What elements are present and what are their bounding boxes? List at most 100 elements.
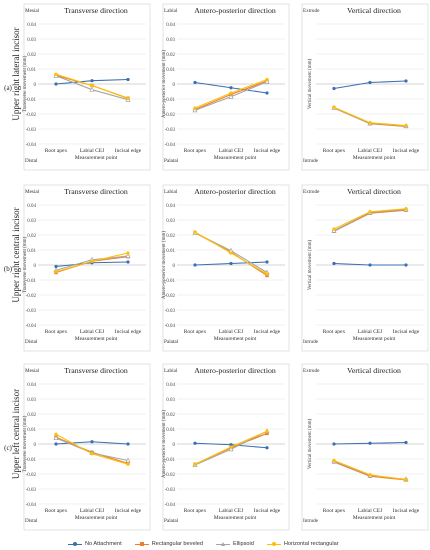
- direction-top-label: Labial: [164, 189, 178, 195]
- series-no-attachment: [193, 260, 269, 267]
- chart-title: Transverse direction: [64, 366, 128, 375]
- y-tick-label: -0.03: [165, 128, 176, 133]
- data-point-horizontal-rectangular: [126, 96, 130, 101]
- direction-bottom-label: Distal: [25, 518, 38, 524]
- tooth-label: Upper left central incisor: [11, 389, 21, 479]
- series-no-attachment: [332, 79, 408, 91]
- data-point-horizontal-rectangular: [90, 259, 94, 263]
- data-point-no-attachment: [54, 264, 58, 269]
- y-tick-label: -0.01: [165, 98, 176, 103]
- data-point-horizontal-rectangular: [90, 83, 94, 88]
- series-horizontal-rectangular: [193, 230, 269, 276]
- y-tick-label: 0.04: [166, 204, 175, 209]
- data-point-no-attachment: [368, 441, 372, 445]
- x-tick-label: Labial CEJ: [358, 329, 383, 335]
- series-no-attachment: [54, 77, 130, 86]
- y-tick-label: -0.04: [165, 324, 176, 329]
- direction-bottom-label: Palatal: [164, 158, 179, 164]
- y-tick-label: -0.04: [165, 503, 176, 508]
- y-tick-label: 0: [173, 443, 176, 448]
- chart-panel-1: 0.04 0.03 0.02 0.01 0 -0.01 -0.02 -0.03 -0.04 Tra…: [23, 3, 151, 171]
- x-tick-label: Root apex: [184, 508, 207, 514]
- y-axis-label: Antero-posterior movement (mm): [162, 410, 167, 478]
- y-tick-label: 0: [173, 83, 176, 88]
- chart-title: Antero-posterior direction: [194, 187, 276, 196]
- y-tick-label: -0.02: [26, 113, 37, 118]
- row-group-3: (c) Upper left central incisor: [4, 389, 21, 479]
- legend-item-rectangular-beveled: Rectangular beveled: [134, 541, 203, 547]
- x-tick-label: Root apex: [323, 508, 346, 514]
- data-point-ellipsoid: [228, 93, 234, 99]
- tooth-label: Upper right central incisor: [11, 207, 21, 302]
- y-tick-label: -0.02: [165, 294, 176, 299]
- data-point-no-attachment: [332, 86, 336, 91]
- y-tick-label: 0.02: [166, 234, 175, 239]
- y-tick-label: 0.03: [166, 38, 175, 43]
- data-point-ellipsoid: [125, 253, 131, 258]
- y-tick-label: -0.01: [165, 279, 176, 284]
- series-horizontal-rectangular: [332, 458, 408, 482]
- y-tick-label: 0.04: [27, 204, 36, 209]
- y-tick-label: 0.03: [166, 398, 175, 403]
- data-point-horizontal-rectangular: [404, 478, 408, 482]
- direction-top-label: Labial: [164, 8, 178, 14]
- x-tick-label: Incisal edge: [254, 148, 281, 154]
- x-axis-label: Measurement point: [75, 336, 118, 342]
- direction-bottom-label: Distal: [25, 158, 38, 164]
- y-tick-label: 0: [34, 443, 37, 448]
- data-point-no-attachment: [265, 260, 269, 264]
- legend: No Attachment Rectangular beveled Ellips…: [68, 538, 430, 550]
- series-horizontal-rectangular: [54, 251, 130, 274]
- y-tick-label: 0.02: [166, 413, 175, 418]
- y-tick-label: -0.01: [26, 279, 37, 284]
- data-point-horizontal-rectangular: [368, 210, 372, 214]
- chart-panel-6: Vertical direction Extrude Intrude Vertical…: [301, 184, 429, 352]
- chart-panel-9: Vertical direction Extrude Intrude Vertical…: [301, 363, 429, 531]
- series-horizontal-rectangular: [332, 105, 408, 128]
- series-no-attachment: [193, 441, 269, 450]
- data-point-horizontal-rectangular: [265, 77, 269, 82]
- x-tick-label: Labial CEJ: [358, 148, 383, 154]
- y-tick-label: 0.02: [27, 413, 36, 418]
- x-axis-label: Measurement point: [353, 336, 396, 342]
- y-tick-label: 0.02: [27, 53, 36, 58]
- y-axis-label: Vertical movement (mm): [308, 419, 313, 470]
- data-point-horizontal-rectangular: [265, 272, 269, 276]
- data-point-horizontal-rectangular: [229, 445, 233, 449]
- y-tick-label: -0.04: [26, 503, 37, 508]
- data-point-no-attachment: [126, 260, 130, 264]
- data-point-no-attachment: [229, 86, 233, 90]
- chart-panel-8: 0.04 0.03 0.02 0.01 0 -0.01 -0.02 -0.03 -0.04 Ant…: [162, 363, 290, 531]
- panel-frame: [301, 3, 429, 171]
- y-tick-label: 0.01: [166, 68, 175, 73]
- data-point-horizontal-rectangular: [193, 230, 197, 234]
- data-point-no-attachment: [404, 440, 408, 445]
- x-axis-label: Measurement point: [214, 155, 257, 161]
- data-point-horizontal-rectangular: [126, 251, 130, 255]
- data-point-no-attachment: [404, 79, 408, 83]
- chart-panel-3: Vertical direction Extrude Intrude Vertical…: [301, 3, 429, 171]
- data-point-ellipsoid: [89, 86, 95, 92]
- x-axis-label: Measurement point: [353, 515, 396, 521]
- data-point-horizontal-rectangular: [126, 462, 130, 466]
- x-tick-label: Root apex: [184, 148, 207, 154]
- data-point-horizontal-rectangular: [404, 207, 408, 211]
- legend-swatch-ellipsoid: [216, 541, 231, 547]
- data-point-no-attachment: [229, 261, 233, 266]
- data-point-horizontal-rectangular: [368, 121, 372, 125]
- y-tick-label: 0: [173, 264, 176, 269]
- direction-top-label: Mesial: [25, 8, 40, 14]
- direction-top-label: Extrude: [303, 368, 320, 374]
- y-tick-label: 0.04: [166, 23, 175, 28]
- data-point-horizontal-rectangular: [404, 123, 408, 128]
- data-point-no-attachment: [126, 442, 130, 446]
- y-tick-label: 0.01: [166, 428, 175, 433]
- y-tick-label: -0.04: [165, 143, 176, 148]
- series-no-attachment: [332, 440, 408, 446]
- data-point-ellipsoid: [192, 107, 198, 113]
- direction-bottom-label: Palatal: [164, 339, 179, 345]
- y-tick-label: -0.02: [165, 113, 176, 118]
- data-point-no-attachment: [265, 91, 269, 95]
- chart-title: Transverse direction: [64, 187, 128, 196]
- x-tick-label: Incisal edge: [393, 329, 420, 335]
